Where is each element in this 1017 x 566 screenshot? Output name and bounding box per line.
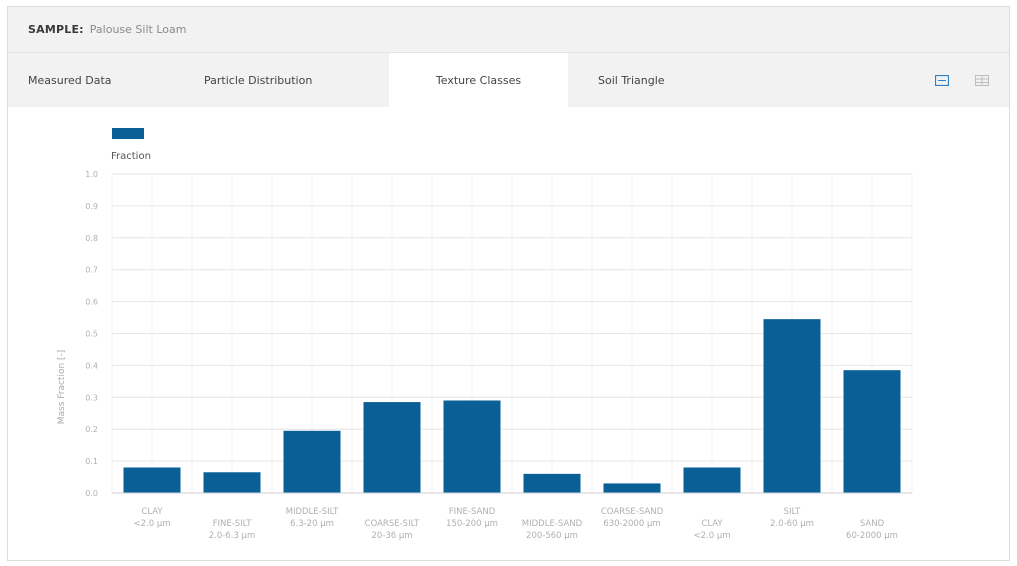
y-tick-label: 0.1 bbox=[85, 457, 98, 466]
bar bbox=[523, 473, 581, 493]
y-tick-label: 0.5 bbox=[85, 330, 98, 339]
sample-name: Palouse Silt Loam bbox=[89, 23, 187, 36]
x-tick-label: FINE-SAND bbox=[449, 507, 496, 517]
x-tick-label: MIDDLE-SAND bbox=[522, 519, 583, 529]
tab-texture-classes[interactable]: Texture Classes bbox=[389, 53, 568, 107]
bar bbox=[363, 402, 421, 493]
bar bbox=[283, 430, 341, 493]
sample-label: SAMPLE: bbox=[28, 23, 84, 36]
x-tick-label: SILT bbox=[784, 507, 801, 517]
x-tick-range: 6.3-20 µm bbox=[290, 519, 334, 529]
y-tick-label: 0.9 bbox=[85, 202, 98, 211]
legend-swatch bbox=[112, 128, 144, 139]
tab-soil-triangle[interactable]: Soil Triangle bbox=[568, 53, 718, 107]
x-tick-range: 20-36 µm bbox=[371, 531, 412, 541]
tab-label: Measured Data bbox=[28, 73, 112, 87]
y-tick-label: 0.6 bbox=[85, 298, 98, 307]
y-tick-label: 0.0 bbox=[85, 489, 98, 498]
y-tick-label: 0.7 bbox=[85, 266, 98, 275]
y-tick-label: 1.0 bbox=[85, 170, 98, 179]
x-tick-label: CLAY bbox=[141, 507, 163, 517]
bar bbox=[203, 472, 261, 493]
y-tick-label: 0.3 bbox=[85, 393, 98, 402]
bar bbox=[603, 483, 661, 493]
x-tick-label: SAND bbox=[860, 519, 885, 529]
x-tick-range: 60-2000 µm bbox=[846, 531, 898, 541]
texture-class-chart: Fraction Mass Fraction [-] 0.0 0.1 0.2 0.3 0… bbox=[8, 108, 1011, 562]
x-tick-label: CLAY bbox=[701, 519, 723, 529]
y-tick-label: 0.4 bbox=[85, 361, 98, 370]
legend-label: Fraction bbox=[111, 151, 151, 162]
bar bbox=[763, 319, 821, 493]
bar bbox=[843, 370, 901, 493]
bar bbox=[443, 400, 501, 493]
x-tick-label: MIDDLE-SILT bbox=[286, 507, 340, 517]
chart-view-icon bbox=[935, 74, 949, 86]
x-tick-range: <2.0 µm bbox=[693, 531, 730, 541]
x-tick-label: FINE-SILT bbox=[213, 519, 253, 529]
table-view-button[interactable] bbox=[967, 68, 997, 92]
view-toggle bbox=[927, 68, 997, 92]
chart-svg: Fraction Mass Fraction [-] 0.0 0.1 0.2 0.3 0… bbox=[57, 128, 913, 541]
x-tick-range: 150-200 µm bbox=[446, 519, 498, 529]
chart-view-button[interactable] bbox=[927, 68, 957, 92]
x-tick-range: 2.0-6.3 µm bbox=[209, 531, 256, 541]
y-tick-label: 0.2 bbox=[85, 425, 98, 434]
x-tick-range: <2.0 µm bbox=[133, 519, 170, 529]
x-tick-range: 200-560 µm bbox=[526, 531, 578, 541]
tab-bar: Measured Data Particle Distribution Text… bbox=[8, 53, 1009, 107]
bar bbox=[123, 467, 181, 493]
x-tick-label: COARSE-SAND bbox=[601, 507, 664, 517]
tab-label: Particle Distribution bbox=[204, 73, 313, 87]
y-tick-label: 0.8 bbox=[85, 234, 98, 243]
y-axis-label: Mass Fraction [-] bbox=[57, 350, 67, 425]
bar bbox=[683, 467, 741, 493]
sample-panel: SAMPLE: Palouse Silt Loam Measured Data … bbox=[7, 6, 1010, 561]
x-tick-label: COARSE-SILT bbox=[365, 519, 420, 529]
tab-measured-data[interactable]: Measured Data bbox=[8, 53, 176, 107]
table-view-icon bbox=[975, 74, 989, 86]
x-tick-range: 630-2000 µm bbox=[603, 519, 660, 529]
tab-label: Texture Classes bbox=[435, 73, 522, 87]
tab-particle-distribution[interactable]: Particle Distribution bbox=[176, 53, 389, 107]
sample-header: SAMPLE: Palouse Silt Loam bbox=[8, 7, 1009, 53]
x-tick-range: 2.0-60 µm bbox=[770, 519, 814, 529]
tab-label: Soil Triangle bbox=[598, 73, 665, 87]
